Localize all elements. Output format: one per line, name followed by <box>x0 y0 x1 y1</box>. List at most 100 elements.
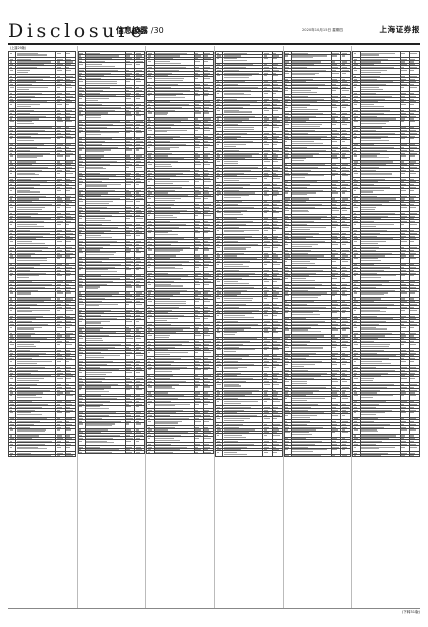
illegible-text <box>147 129 153 131</box>
illegible-text <box>195 380 199 382</box>
illegible-text <box>56 198 62 200</box>
illegible-text <box>9 255 13 257</box>
illegible-text <box>216 309 220 311</box>
illegible-text <box>273 343 280 345</box>
illegible-text <box>16 362 37 364</box>
illegible-text <box>285 52 290 54</box>
illegible-text <box>204 221 209 222</box>
illegible-text <box>56 206 60 208</box>
illegible-text <box>56 78 63 80</box>
illegible-text <box>16 255 32 257</box>
illegible-text <box>66 95 73 97</box>
illegible-text <box>56 318 61 320</box>
illegible-text <box>126 215 133 216</box>
illegible-text <box>135 369 143 370</box>
illegible-text <box>273 263 280 265</box>
illegible-text <box>263 346 269 348</box>
illegible-text <box>86 349 108 351</box>
illegible-text <box>155 400 171 402</box>
illegible-text <box>204 283 209 285</box>
illegible-text <box>66 306 71 308</box>
illegible-text <box>16 78 43 80</box>
illegible-text <box>273 280 278 282</box>
illegible-text <box>216 280 220 282</box>
illegible-text <box>126 332 130 333</box>
illegible-text <box>135 183 139 185</box>
illegible-text <box>195 104 199 105</box>
illegible-text <box>204 317 209 319</box>
illegible-text <box>66 84 71 85</box>
illegible-text <box>56 255 62 257</box>
illegible-text <box>16 403 49 405</box>
illegible-text <box>56 360 61 363</box>
illegible-text <box>292 129 315 131</box>
illegible-text <box>263 343 268 345</box>
illegible-text <box>79 141 82 142</box>
illegible-text <box>16 396 42 399</box>
illegible-text <box>204 300 211 302</box>
illegible-text <box>263 326 271 328</box>
illegible-text <box>147 397 151 399</box>
illegible-text <box>135 63 141 65</box>
illegible-text <box>263 178 268 180</box>
illegible-text <box>126 178 132 179</box>
illegible-text <box>9 138 12 140</box>
illegible-text <box>263 189 269 191</box>
illegible-text <box>135 192 140 194</box>
illegible-text <box>135 72 140 74</box>
illegible-text <box>263 121 268 122</box>
illegible-text <box>147 169 151 171</box>
illegible-text <box>195 283 201 285</box>
illegible-text <box>16 186 34 188</box>
illegible-text <box>273 389 277 391</box>
illegible-text <box>79 292 82 294</box>
illegible-text <box>147 295 150 296</box>
illegible-text <box>135 386 140 388</box>
illegible-text <box>66 323 73 325</box>
illegible-text <box>155 363 171 365</box>
illegible-text <box>216 392 221 394</box>
illegible-text <box>204 272 210 274</box>
illegible-text <box>155 195 188 196</box>
table-cell <box>8 59 17 64</box>
illegible-text <box>135 106 139 108</box>
illegible-text <box>126 446 132 448</box>
illegible-text <box>9 198 12 200</box>
illegible-text <box>56 112 62 114</box>
illegible-text <box>285 238 289 239</box>
illegible-text <box>16 169 42 171</box>
illegible-text <box>155 336 170 338</box>
illegible-text <box>79 183 82 185</box>
illegible-text <box>9 212 12 214</box>
illegible-text <box>135 58 140 59</box>
illegible-text <box>86 185 107 187</box>
illegible-text <box>332 149 337 151</box>
illegible-text <box>147 143 153 145</box>
illegible-text <box>273 372 280 374</box>
illegible-text <box>16 328 34 330</box>
illegible-text <box>86 298 106 299</box>
illegible-text <box>155 155 169 157</box>
illegible-text <box>263 238 269 239</box>
illegible-text <box>292 279 316 281</box>
illegible-text <box>216 126 221 128</box>
illegible-text <box>223 316 254 318</box>
illegible-text <box>79 158 83 159</box>
illegible-text <box>263 126 268 128</box>
illegible-text <box>66 61 73 63</box>
illegible-text <box>216 380 219 382</box>
illegible-text <box>126 112 131 114</box>
illegible-text <box>16 140 35 142</box>
illegible-text <box>332 249 337 251</box>
illegible-text <box>216 115 222 117</box>
illegible-text <box>16 218 51 220</box>
illegible-text <box>263 380 269 382</box>
illegible-text <box>86 378 106 379</box>
illegible-text <box>16 144 44 145</box>
illegible-text <box>285 89 288 91</box>
illegible-text <box>16 181 48 183</box>
illegible-text <box>223 252 244 254</box>
illegible-text <box>216 298 221 300</box>
illegible-text <box>9 206 14 208</box>
illegible-text <box>9 181 14 183</box>
